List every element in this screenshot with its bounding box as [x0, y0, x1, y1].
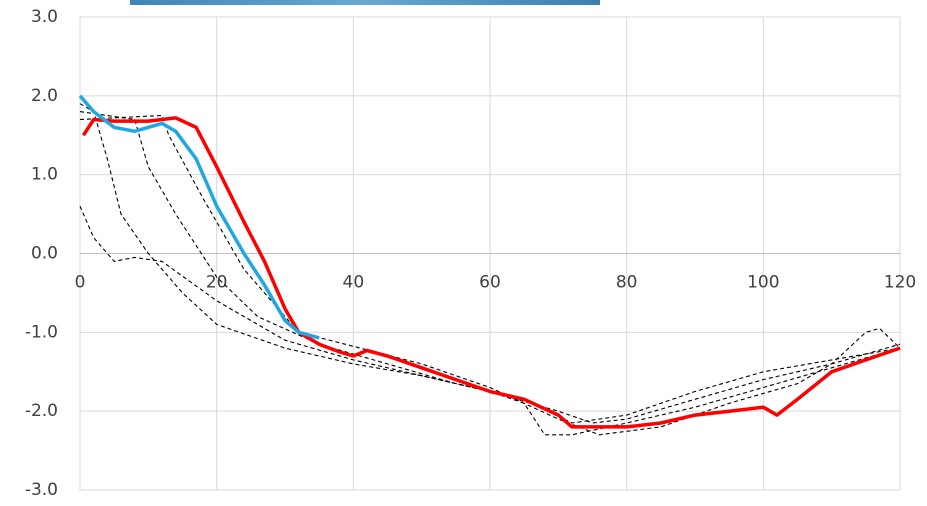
x-tick-label: 20 — [206, 273, 228, 293]
y-tick-label: -2.0 — [25, 401, 58, 421]
header-image-strip — [130, 0, 600, 5]
x-tick-label: 40 — [343, 273, 365, 293]
x-tick-label: 100 — [747, 273, 779, 293]
series-line — [79, 114, 901, 436]
y-tick-label: 1.0 — [31, 165, 58, 185]
y-tick-label: 0.0 — [31, 244, 58, 264]
x-tick-label: 60 — [479, 273, 501, 293]
series-line — [79, 111, 901, 424]
y-tick-label: 2.0 — [31, 86, 58, 106]
x-tick-label: 120 — [884, 273, 916, 293]
y-tick-label: -3.0 — [25, 480, 58, 500]
x-tick-label: 80 — [616, 273, 638, 293]
y-tick-label: 3.0 — [31, 7, 58, 27]
series-line — [81, 116, 901, 429]
x-tick-label: 0 — [75, 273, 86, 293]
y-tick-label: -1.0 — [25, 322, 58, 342]
series-line — [78, 94, 320, 340]
series-line — [79, 103, 901, 424]
